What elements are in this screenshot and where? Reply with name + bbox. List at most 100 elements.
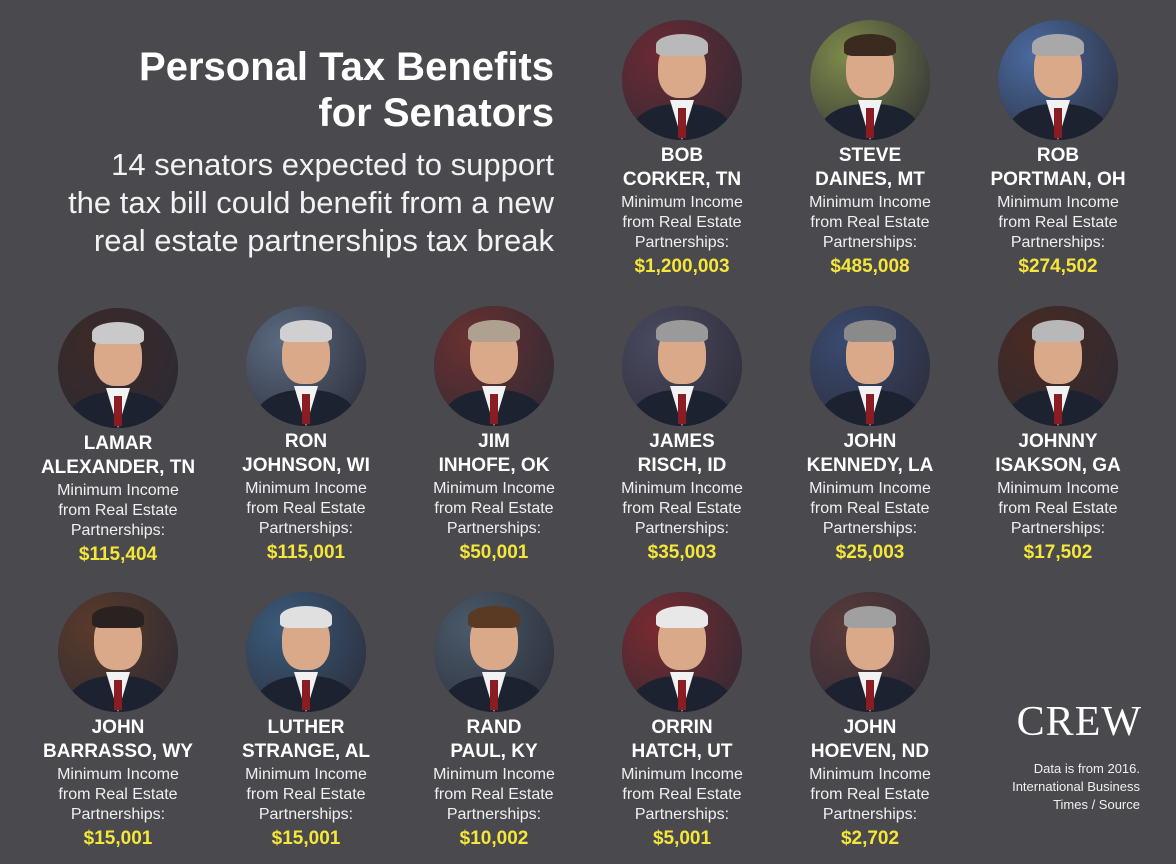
income-description: Minimum Income from Real Estate Partnershi… xyxy=(588,479,776,539)
subtitle-line-2: the tax bill could benefit from a new xyxy=(68,185,554,220)
hair-shape xyxy=(656,320,708,342)
senator-last-name-state: BARRASSO, WY xyxy=(43,741,193,762)
desc-line-2: from Real Estate xyxy=(810,214,930,231)
source-line-1: Data is from 2016. xyxy=(1033,761,1140,776)
income-description: Minimum Income from Real Estate Partnershi… xyxy=(776,193,964,253)
senator-first-name: JOHNNY xyxy=(1018,431,1098,452)
senator-last-name-state: STRANGE, AL xyxy=(241,741,371,762)
hair-shape xyxy=(280,320,332,342)
senator-card: STEVE DAINES, MT Minimum Income from Real E… xyxy=(776,20,964,279)
desc-line-3: Partnerships: xyxy=(822,520,918,537)
tie-shape xyxy=(678,680,686,710)
senator-card: JOHNNY ISAKSON, GA Minimum Income from Real… xyxy=(964,306,1152,565)
income-description: Minimum Income from Real Estate Partnershi… xyxy=(964,193,1152,253)
income-amount: $10,002 xyxy=(459,828,529,849)
income-amount: $15,001 xyxy=(83,828,153,849)
senator-name: JOHN HOEVEN, ND xyxy=(776,716,964,764)
subtitle-line-3: real estate partnerships tax break xyxy=(93,223,554,258)
tie-shape xyxy=(302,394,310,424)
desc-line-1: Minimum Income xyxy=(997,480,1119,497)
tie-shape xyxy=(678,108,686,138)
senator-card: JOHN BARRASSO, WY Minimum Income from Real … xyxy=(24,592,212,851)
hair-shape xyxy=(280,606,332,628)
desc-line-2: from Real Estate xyxy=(434,786,554,803)
desc-line-1: Minimum Income xyxy=(245,480,367,497)
page-title: Personal Tax Benefits for Senators xyxy=(34,44,554,136)
income-description: Minimum Income from Real Estate Partnershi… xyxy=(24,765,212,825)
senator-name: BOB CORKER, TN xyxy=(588,144,776,192)
source-line-2: International Business xyxy=(1012,779,1140,794)
senator-name: JOHN KENNEDY, LA xyxy=(776,430,964,478)
tie-shape xyxy=(678,394,686,424)
senator-photo xyxy=(810,20,930,140)
hair-shape xyxy=(1032,34,1084,56)
hair-shape xyxy=(92,606,144,628)
senator-first-name: JOHN xyxy=(843,431,897,452)
desc-line-3: Partnerships: xyxy=(634,806,730,823)
desc-line-3: Partnerships: xyxy=(634,234,730,251)
senator-first-name: LAMAR xyxy=(83,433,153,454)
desc-line-2: from Real Estate xyxy=(998,500,1118,517)
desc-line-2: from Real Estate xyxy=(246,500,366,517)
desc-line-1: Minimum Income xyxy=(433,480,555,497)
desc-line-3: Partnerships: xyxy=(446,520,542,537)
tie-shape xyxy=(1054,108,1062,138)
senator-photo xyxy=(58,592,178,712)
desc-line-2: from Real Estate xyxy=(434,500,554,517)
senator-card: JOHN KENNEDY, LA Minimum Income from Real E… xyxy=(776,306,964,565)
senator-photo xyxy=(622,20,742,140)
senator-photo xyxy=(246,592,366,712)
senator-last-name-state: PAUL, KY xyxy=(450,741,538,762)
senator-name: ROB PORTMAN, OH xyxy=(964,144,1152,192)
title-line-2: for Senators xyxy=(318,91,554,135)
income-amount: $115,001 xyxy=(266,542,346,563)
subtitle-line-1: 14 senators expected to support xyxy=(111,147,554,182)
desc-line-3: Partnerships: xyxy=(70,522,166,539)
desc-line-1: Minimum Income xyxy=(809,194,931,211)
desc-line-2: from Real Estate xyxy=(810,500,930,517)
senator-last-name-state: CORKER, TN xyxy=(622,169,742,190)
hair-shape xyxy=(92,322,144,344)
senator-photo xyxy=(810,592,930,712)
desc-line-2: from Real Estate xyxy=(246,786,366,803)
desc-line-3: Partnerships: xyxy=(1010,234,1106,251)
senator-name: JOHN BARRASSO, WY xyxy=(24,716,212,764)
hair-shape xyxy=(468,606,520,628)
hair-shape xyxy=(656,34,708,56)
income-description: Minimum Income from Real Estate Partnershi… xyxy=(212,765,400,825)
income-amount: $1,200,003 xyxy=(634,256,730,277)
page-subtitle: 14 senators expected to support the tax … xyxy=(14,146,554,260)
senator-last-name-state: JOHNSON, WI xyxy=(242,455,370,476)
desc-line-3: Partnerships: xyxy=(446,806,542,823)
income-amount: $485,008 xyxy=(830,256,910,277)
income-description: Minimum Income from Real Estate Partnershi… xyxy=(212,479,400,539)
senator-name: JAMES RISCH, ID xyxy=(588,430,776,478)
desc-line-3: Partnerships: xyxy=(822,234,918,251)
senator-last-name-state: HOEVEN, ND xyxy=(810,741,930,762)
income-amount: $17,502 xyxy=(1023,542,1093,563)
senator-last-name-state: RISCH, ID xyxy=(637,455,727,476)
senator-last-name-state: ALEXANDER, TN xyxy=(40,457,196,478)
hair-shape xyxy=(1032,320,1084,342)
desc-line-1: Minimum Income xyxy=(433,766,555,783)
senator-first-name: ROB xyxy=(1036,145,1080,166)
desc-line-2: from Real Estate xyxy=(622,500,742,517)
income-amount: $2,702 xyxy=(840,828,900,849)
senator-first-name: STEVE xyxy=(838,145,902,166)
tie-shape xyxy=(866,680,874,710)
desc-line-1: Minimum Income xyxy=(621,766,743,783)
senator-first-name: JAMES xyxy=(649,431,715,452)
senator-card: ORRIN HATCH, UT Minimum Income from Real Es… xyxy=(588,592,776,851)
income-description: Minimum Income from Real Estate Partnershi… xyxy=(588,765,776,825)
senator-name: RAND PAUL, KY xyxy=(400,716,588,764)
source-line-3: Times / Source xyxy=(1053,797,1140,812)
income-description: Minimum Income from Real Estate Partnershi… xyxy=(588,193,776,253)
desc-line-2: from Real Estate xyxy=(622,786,742,803)
senator-photo xyxy=(622,592,742,712)
senator-first-name: BOB xyxy=(660,145,704,166)
desc-line-2: from Real Estate xyxy=(998,214,1118,231)
income-amount: $274,502 xyxy=(1018,256,1098,277)
senator-name: LUTHER STRANGE, AL xyxy=(212,716,400,764)
senator-name: JIM INHOFE, OK xyxy=(400,430,588,478)
tie-shape xyxy=(866,108,874,138)
